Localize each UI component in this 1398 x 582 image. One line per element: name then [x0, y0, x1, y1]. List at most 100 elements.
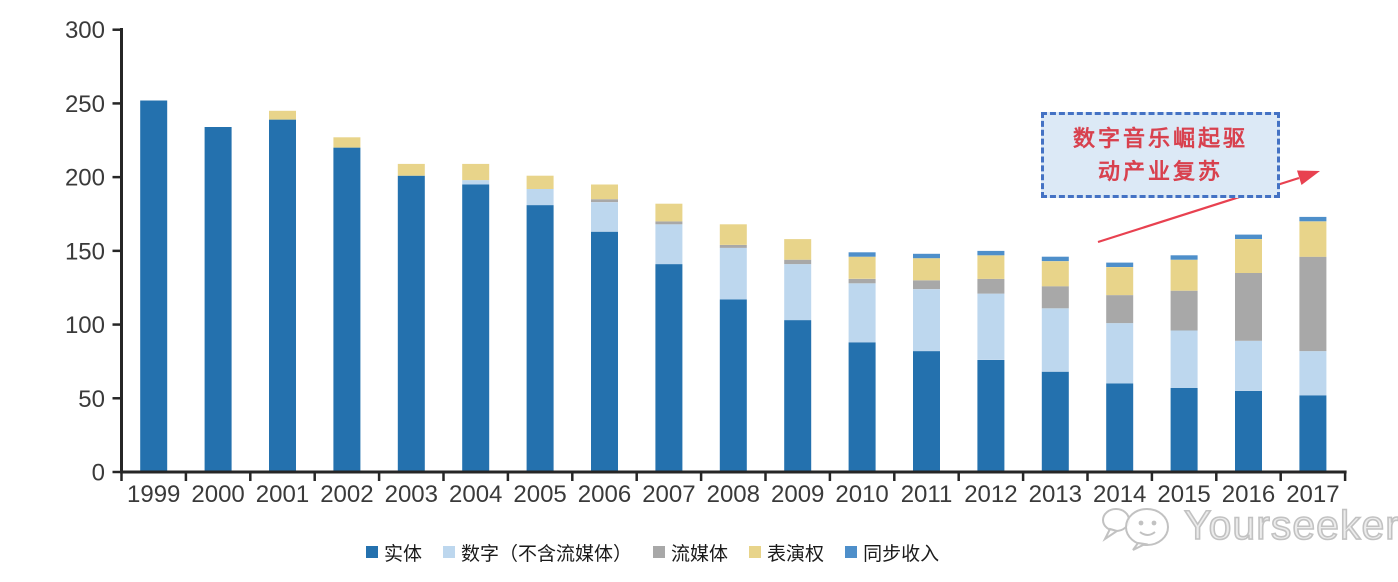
- bar-segment: [1235, 340, 1262, 391]
- legend-swatch-icon: [653, 546, 666, 558]
- bar-segment: [1106, 383, 1134, 472]
- bar-segment: [913, 351, 940, 472]
- bar-segment: [848, 278, 876, 284]
- bar-segment: [1170, 290, 1198, 331]
- x-axis-label: 2012: [964, 481, 1017, 508]
- y-axis-label: 150: [65, 238, 105, 265]
- annotation-arrow-head: [1297, 170, 1320, 185]
- bar-segment: [784, 320, 812, 472]
- bar-segment: [1106, 295, 1134, 324]
- x-axis-label: 2015: [1157, 481, 1210, 508]
- bar-segment: [655, 224, 683, 265]
- bar-segment: [1170, 388, 1198, 472]
- bar-segment: [913, 258, 940, 281]
- bar-segment: [1170, 259, 1198, 291]
- watermark-text: Yourseeker: [1183, 501, 1398, 548]
- x-axis-label: 2017: [1286, 481, 1339, 508]
- bar-segment: [462, 180, 490, 185]
- bar-segment: [526, 205, 554, 472]
- bar-segment: [1299, 221, 1327, 257]
- x-axis-label: 2000: [191, 481, 244, 508]
- bar-segment: [848, 256, 876, 279]
- x-axis-label: 2016: [1222, 481, 1275, 508]
- bar-segment: [1041, 256, 1069, 262]
- legend-swatch-icon: [845, 546, 858, 558]
- bar-segment: [784, 239, 812, 260]
- legend-label: 表演权: [767, 543, 825, 565]
- bar-segment: [1235, 234, 1262, 239]
- y-axis-label: 300: [65, 17, 105, 44]
- bar-segment: [655, 264, 683, 472]
- bar-segment: [1106, 267, 1134, 296]
- bar-segment: [1041, 371, 1069, 472]
- bar-segment: [333, 147, 361, 472]
- bar-segment: [784, 259, 812, 265]
- bar-segment: [977, 255, 1005, 279]
- y-axis-label: 50: [78, 386, 105, 413]
- bar-segment: [462, 163, 490, 181]
- bar-segment: [397, 163, 425, 176]
- legend-label: 流媒体: [671, 543, 729, 565]
- bar-segment: [1299, 351, 1327, 396]
- legend-swatch-icon: [749, 546, 762, 558]
- bar-segment: [719, 224, 747, 245]
- legend-swatch-icon: [366, 546, 378, 558]
- bar-segment: [204, 127, 232, 472]
- bar-segment: [977, 293, 1005, 360]
- bar-segment: [333, 137, 361, 148]
- legend-label: 数字（不含流媒体）: [461, 543, 633, 565]
- bar-segment: [1041, 308, 1069, 372]
- chart-legend: 实体 数字（不含流媒体） 流媒体 表演权 同步收入: [366, 539, 939, 566]
- bar-segment: [719, 247, 747, 300]
- legend-item: 数字（不含流媒体）: [443, 539, 632, 566]
- bar-segment: [1299, 395, 1327, 472]
- legend-swatch-icon: [443, 546, 456, 558]
- x-axis-label: 2010: [835, 481, 888, 508]
- chat-bubbles-icon: [1102, 508, 1169, 551]
- x-axis-label: 2002: [320, 481, 373, 508]
- bar-segment: [526, 188, 554, 206]
- x-axis-label: 2001: [256, 481, 309, 508]
- bar-segment: [1170, 330, 1198, 388]
- x-axis-label: 2011: [901, 481, 953, 508]
- bar-segment: [1235, 239, 1262, 273]
- bar-segment: [526, 175, 554, 189]
- bar-segment: [1170, 255, 1198, 260]
- bar-segment: [462, 184, 490, 472]
- y-axis-label: 0: [92, 460, 105, 487]
- bar-segment: [1041, 286, 1069, 309]
- bar-segment: [1235, 273, 1262, 341]
- bar-segment: [591, 184, 618, 200]
- x-axis-label: 2004: [449, 481, 502, 508]
- annotation-callout-box: 数字音乐崛起驱 动产业复苏: [1041, 112, 1280, 198]
- bar-segment: [591, 202, 618, 232]
- bar-segment: [848, 283, 876, 343]
- y-axis-label: 100: [65, 312, 105, 339]
- bar-segment: [913, 289, 940, 352]
- bar-segment: [269, 110, 296, 120]
- bar-segment: [977, 278, 1005, 294]
- x-axis-label: 2009: [771, 481, 824, 508]
- bar-segment: [591, 199, 618, 203]
- bar-segment: [784, 264, 812, 321]
- bar-segment: [1235, 390, 1262, 472]
- y-axis-label: 200: [65, 165, 105, 192]
- bar-segment: [1299, 256, 1327, 352]
- bar-segment: [1299, 216, 1327, 222]
- legend-label: 同步收入: [863, 543, 940, 565]
- x-axis-label: 2014: [1093, 481, 1146, 508]
- legend-item: 表演权: [749, 539, 824, 566]
- annotation-text-line2: 动产业复苏: [1097, 159, 1223, 184]
- bar-segment: [140, 100, 168, 472]
- bar-segment: [719, 245, 747, 248]
- x-axis-label: 2008: [707, 481, 760, 508]
- legend-item: 同步收入: [845, 539, 939, 566]
- x-axis-label: 2007: [642, 481, 695, 508]
- bar-segment: [1106, 262, 1134, 267]
- bar-segment: [591, 231, 618, 472]
- legend-item: 流媒体: [653, 539, 728, 566]
- x-axis-label: 2013: [1029, 481, 1082, 508]
- bar-segment: [1106, 323, 1134, 384]
